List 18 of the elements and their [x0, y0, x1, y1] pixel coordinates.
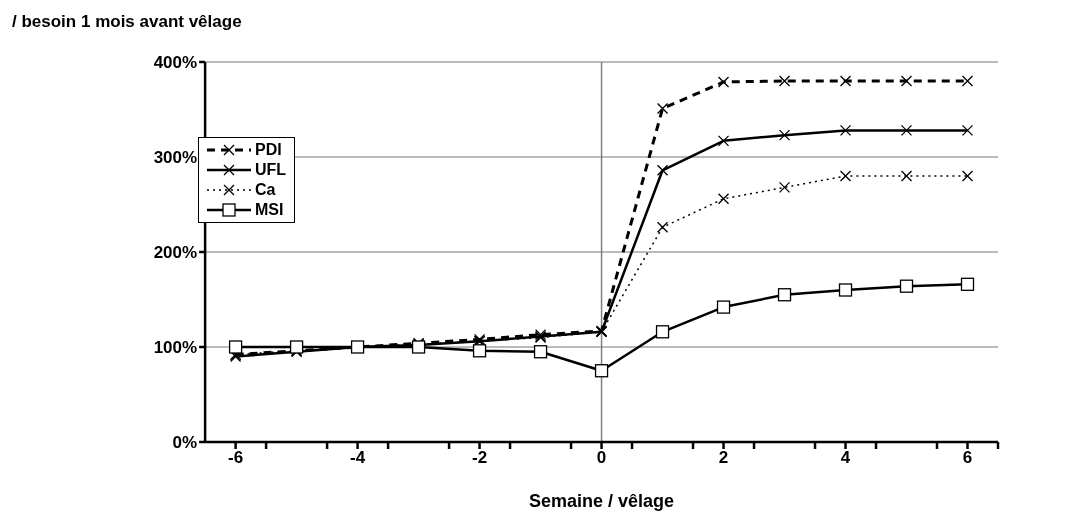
y-tick-label: 0%: [172, 433, 198, 453]
y-tick-label: 200%: [153, 243, 198, 263]
x-tick-label: 2: [718, 448, 729, 468]
x-tick-label: -2: [472, 448, 488, 468]
y-tick-label: 300%: [153, 148, 198, 168]
y-tick-label: 400%: [153, 53, 198, 73]
x-tick-label: 6: [962, 448, 973, 468]
legend-label: UFL: [254, 160, 287, 180]
chart-title: / besoin 1 mois avant vêlage: [11, 11, 243, 33]
legend-label: Ca: [254, 180, 277, 200]
x-tick-label: -6: [228, 448, 244, 468]
x-tick-label: -4: [350, 448, 366, 468]
y-tick-label: 100%: [153, 338, 198, 358]
x-axis-title: Semaine / vêlage: [529, 491, 675, 511]
x-tick-label: 4: [840, 448, 851, 468]
legend-label: MSI: [254, 200, 285, 220]
x-tick-label: 0: [596, 448, 607, 468]
legend-label: PDI: [254, 140, 283, 160]
